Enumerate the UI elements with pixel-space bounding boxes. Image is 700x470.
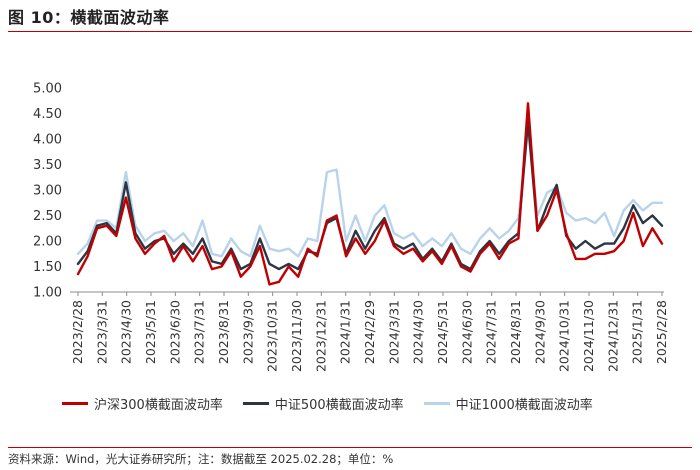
y-tick-label: 5.00 — [33, 82, 62, 97]
x-tick-label: 2023/9/30 — [240, 300, 255, 364]
x-tick-label: 2024/12/31 — [605, 300, 620, 372]
legend-item-zz500: 中证500横截面波动率 — [242, 394, 404, 413]
y-tick-label: 3.50 — [33, 158, 62, 173]
x-tick-label: 2024/5/31 — [435, 300, 450, 364]
chart-series — [76, 102, 664, 286]
legend-swatch-zz1000 — [423, 402, 450, 405]
y-tick-label: 3.00 — [33, 184, 62, 199]
x-tick-label: 2024/10/31 — [557, 300, 572, 372]
x-tick-label: 2024/4/30 — [411, 300, 426, 364]
y-tick-label: 4.50 — [33, 107, 62, 122]
y-tick-label: 2.00 — [33, 235, 62, 250]
legend-item-zz1000: 中证1000横截面波动率 — [423, 394, 593, 413]
title-divider — [8, 31, 692, 32]
x-tick-label: 2025/1/31 — [630, 300, 645, 364]
x-tick-label: 2023/3/31 — [94, 300, 109, 364]
y-tick-label: 1.00 — [33, 286, 62, 301]
x-tick-label: 2023/11/30 — [289, 300, 304, 372]
x-tick-label: 2023/5/31 — [143, 300, 158, 364]
series-line-0 — [76, 102, 664, 286]
x-tick-label: 2025/2/28 — [654, 300, 669, 364]
footer-divider — [8, 447, 692, 448]
legend-swatch-hs300 — [62, 402, 88, 405]
legend-label-hs300: 沪深300横截面波动率 — [94, 398, 223, 413]
chart-title: 图 10：横截面波动率 — [8, 8, 170, 27]
x-tick-label: 2024/11/30 — [581, 300, 596, 372]
y-axis-ticks: 1.00 1.50 2.00 2.50 3.00 3.50 4.00 4.50 5.00 — [33, 82, 62, 301]
x-axis-ticks: 2023/2/28 2023/3/31 2023/4/30 2023/5/31 2023… — [70, 292, 669, 372]
source-note: 资料来源：Wind，光大证券研究所；注：数据截至 2025.02.28；单位：% — [8, 452, 394, 466]
x-tick-label: 2024/6/30 — [459, 300, 474, 364]
x-tick-label: 2023/6/30 — [167, 300, 182, 364]
x-tick-label: 2023/8/31 — [216, 300, 231, 364]
x-tick-label: 2024/3/31 — [386, 300, 401, 364]
y-tick-label: 4.00 — [33, 133, 62, 148]
chart-legend: 沪深300横截面波动率 中证500横截面波动率 中证1000横截面波动率 — [62, 394, 613, 413]
series-line-2 — [76, 127, 664, 258]
x-tick-label: 2023/2/28 — [70, 300, 85, 364]
legend-label-zz1000: 中证1000横截面波动率 — [455, 398, 593, 413]
y-tick-label: 1.50 — [33, 260, 62, 275]
x-tick-label: 2023/7/31 — [192, 300, 207, 364]
x-tick-label: 2024/2/29 — [362, 300, 377, 364]
legend-swatch-zz500 — [242, 402, 269, 405]
x-tick-label: 2024/7/31 — [484, 300, 499, 364]
x-tick-label: 2023/10/31 — [265, 300, 280, 372]
x-tick-label: 2023/4/30 — [119, 300, 134, 364]
x-tick-label: 2024/9/30 — [532, 300, 547, 364]
y-tick-label: 2.50 — [33, 209, 62, 224]
legend-label-zz500: 中证500横截面波动率 — [274, 398, 404, 413]
x-tick-label: 2024/8/31 — [508, 300, 523, 364]
legend-item-hs300: 沪深300横截面波动率 — [62, 394, 223, 413]
x-tick-label: 2023/12/31 — [313, 300, 328, 372]
x-tick-label: 2024/1/31 — [338, 300, 353, 364]
